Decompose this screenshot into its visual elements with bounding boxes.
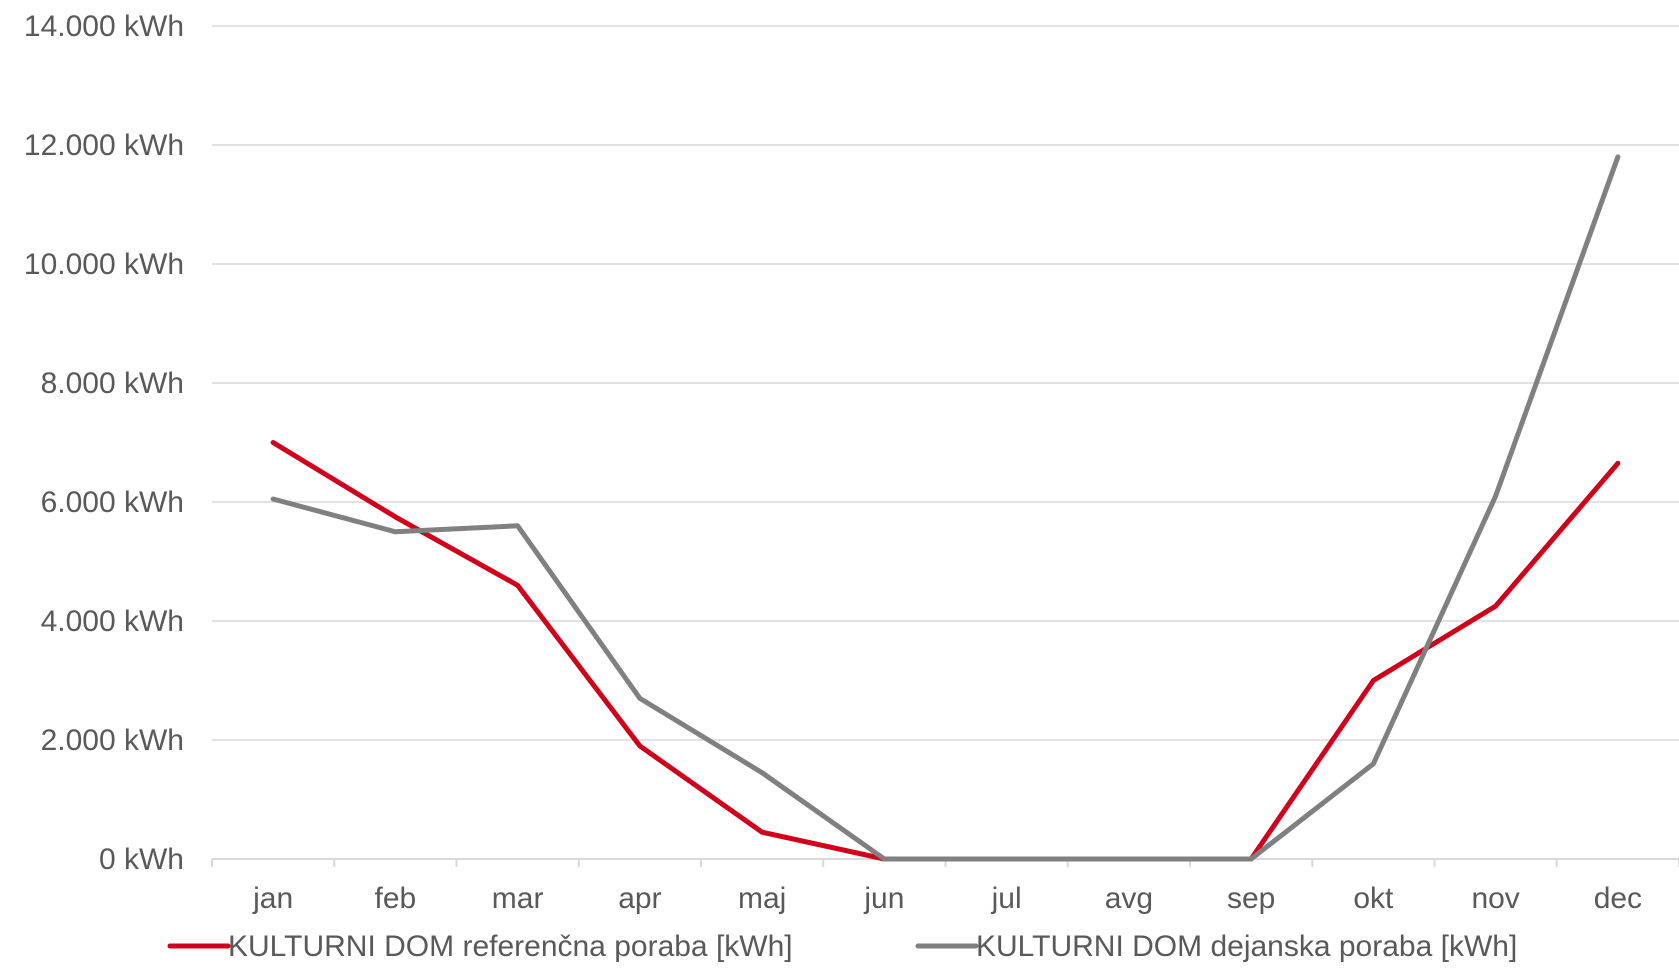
- series-1-point: [761, 831, 763, 833]
- x-tick-label: apr: [618, 882, 661, 915]
- x-tick-label: mar: [492, 882, 544, 915]
- series-2-point: [1128, 858, 1130, 860]
- y-tick-label: 2.000 kWh: [41, 724, 184, 757]
- series-line-2: [270, 154, 1621, 862]
- series-1-point: [272, 442, 274, 443]
- legend-label: KULTURNI DOM dejanska poraba [kWh]: [976, 930, 1517, 963]
- series-2-point: [761, 772, 763, 774]
- series-1-point: [1617, 462, 1619, 464]
- y-tick-label: 14.000 kWh: [24, 10, 184, 43]
- x-tick-label: avg: [1105, 882, 1153, 915]
- x-tick-label: maj: [738, 882, 786, 915]
- y-tick-label: 6.000 kWh: [41, 486, 184, 519]
- series-1-point: [517, 584, 519, 586]
- legend-label: KULTURNI DOM referenčna poraba [kWh]: [228, 930, 793, 963]
- x-tick-label: sep: [1227, 882, 1275, 915]
- x-tick-label: dec: [1594, 882, 1642, 915]
- series-1-point: [394, 516, 396, 518]
- series-line-1: [270, 440, 1621, 862]
- series-2-point: [639, 697, 641, 699]
- series-1-point: [1372, 680, 1374, 681]
- series-1-point: [1495, 605, 1497, 607]
- gridlines: [212, 25, 1679, 741]
- y-tick-label: 0 kWh: [99, 843, 184, 876]
- y-tick-label: 8.000 kWh: [41, 367, 184, 400]
- x-tick-label: feb: [375, 882, 417, 915]
- legend: KULTURNI DOM referenčna poraba [kWh] KULT…: [167, 930, 1517, 963]
- x-tick-label: nov: [1471, 882, 1519, 915]
- y-tick-label: 4.000 kWh: [41, 605, 184, 638]
- x-axis-tick-labels: jan feb mar apr maj jun jul avg sep okt nov dec: [252, 882, 1642, 915]
- y-tick-label: 10.000 kWh: [24, 248, 184, 281]
- x-tick-label: okt: [1353, 882, 1394, 915]
- series-2-point: [517, 525, 519, 527]
- series-2-point: [1250, 858, 1252, 860]
- series-2-point: [272, 498, 274, 500]
- y-axis-tick-labels: 0 kWh 2.000 kWh 4.000 kWh 6.000 kWh 8.000 kW…: [24, 10, 184, 876]
- y-tick-label: 12.000 kWh: [24, 129, 184, 162]
- series-2-point: [1617, 156, 1619, 158]
- x-tick-label: jul: [991, 882, 1022, 915]
- series-2-point: [1372, 763, 1374, 765]
- series-2-point: [1006, 858, 1008, 860]
- series-2-point: [883, 858, 885, 860]
- series-2-point: [1495, 495, 1497, 497]
- series-2-point: [394, 531, 396, 533]
- x-tick-label: jun: [863, 882, 904, 915]
- series-lines: [270, 154, 1621, 862]
- x-tick-label: jan: [252, 882, 293, 915]
- series-1-point: [639, 745, 641, 747]
